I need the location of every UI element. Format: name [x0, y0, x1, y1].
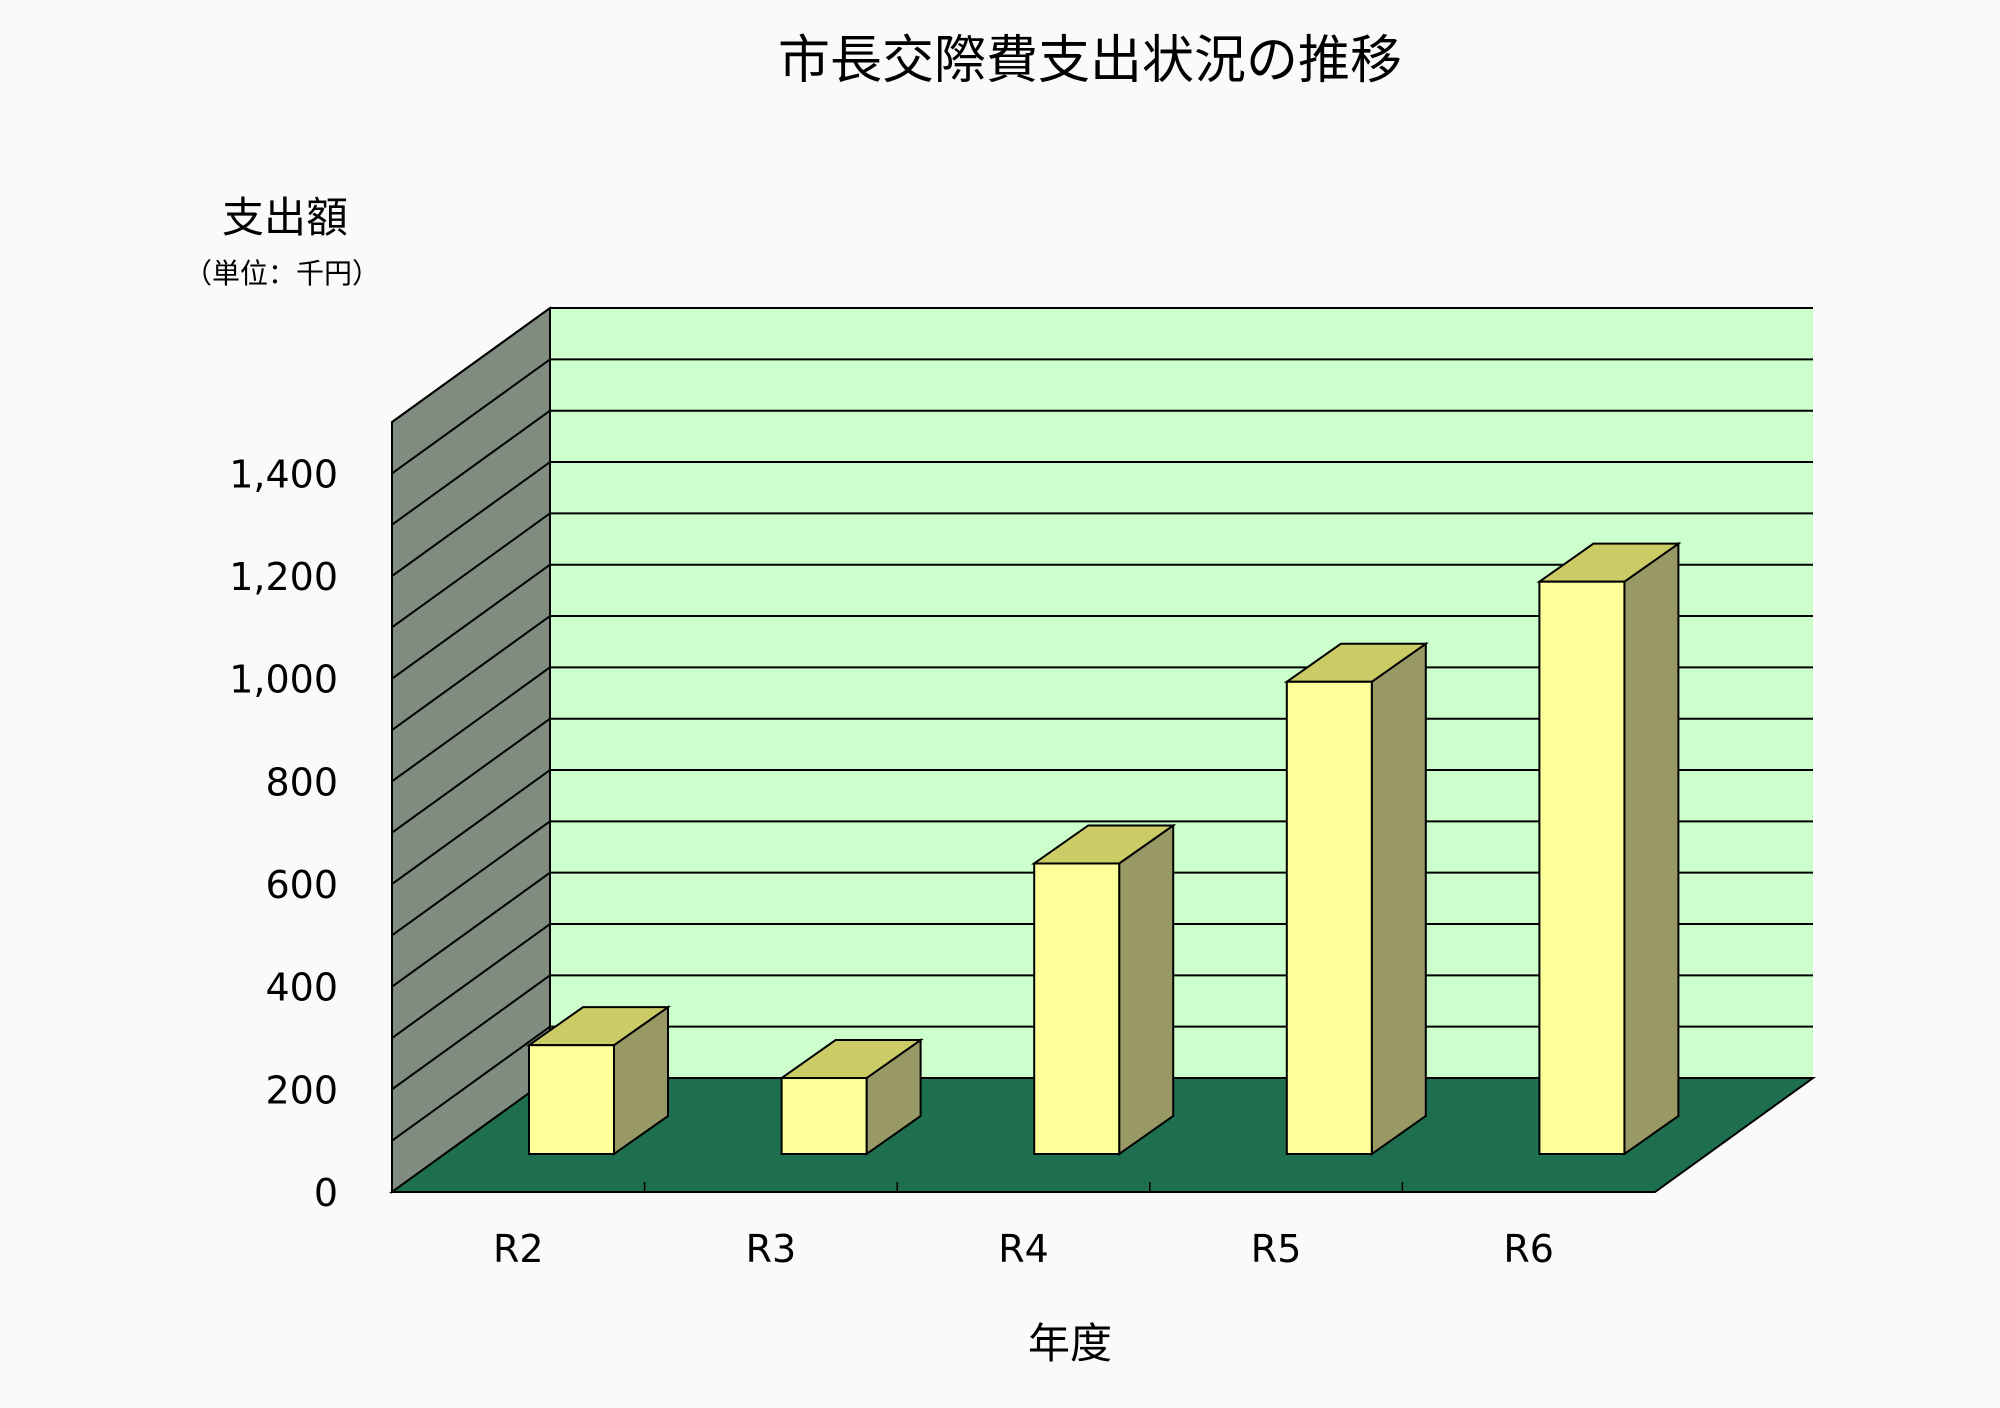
- side-gridline: [391, 358, 551, 475]
- bar-front: [528, 1044, 615, 1156]
- side-gridline: [391, 461, 551, 577]
- y-tick-label: 600: [265, 863, 338, 907]
- side-gridline: [391, 307, 551, 423]
- side-gridline: [391, 666, 551, 783]
- side-gridline: [391, 923, 551, 1039]
- side-gridline: [391, 1025, 551, 1142]
- x-tick-labels: R2 R3 R4 R5 R6: [493, 1227, 1554, 1271]
- chart-title: 市長交際費支出状況の推移: [778, 31, 1402, 91]
- side-gridline: [391, 974, 551, 1091]
- y-tick-label: 400: [265, 966, 338, 1010]
- bar-front: [1033, 862, 1121, 1156]
- side-wall-gridlines: [391, 307, 551, 1193]
- bar-R2: [525, 1005, 672, 1156]
- side-gridline: [391, 820, 551, 937]
- side-gridline: [391, 871, 551, 988]
- y-tick-label: 1,000: [229, 658, 338, 702]
- x-tick-label: R3: [746, 1227, 797, 1271]
- y-axis-unit: （単位：千円）: [184, 257, 380, 290]
- bar-R3: [778, 1038, 924, 1156]
- x-tick-label: R6: [1503, 1227, 1554, 1271]
- bars: [525, 541, 1682, 1156]
- x-tick-label: R4: [998, 1227, 1049, 1271]
- bar-front: [780, 1077, 868, 1156]
- bar-R4: [1031, 823, 1177, 1156]
- y-tick-labels: 0 200 400 600 800 1,000 1,200 1,400: [229, 452, 338, 1215]
- side-gridline: [391, 769, 551, 885]
- bar-side: [1623, 541, 1680, 1156]
- y-tick-label: 800: [265, 760, 338, 804]
- bar-R6: [1536, 541, 1682, 1156]
- side-gridline: [391, 717, 551, 834]
- side-gridline: [391, 409, 551, 526]
- y-tick-label: 1,200: [229, 555, 338, 599]
- bar-front: [1285, 680, 1373, 1155]
- x-axis-label: 年度: [1028, 1319, 1112, 1368]
- x-tick-label: R2: [493, 1227, 544, 1271]
- y-axis-label: 支出額: [222, 193, 348, 242]
- bar-side: [1118, 823, 1175, 1156]
- bar-front: [1538, 580, 1626, 1155]
- side-gridline: [391, 512, 551, 629]
- y-tick-label: 0: [314, 1171, 338, 1215]
- bar-R5: [1283, 641, 1429, 1156]
- floor-ticks: [643, 1182, 1404, 1192]
- bar-side: [1370, 641, 1427, 1156]
- x-tick-label: R5: [1251, 1227, 1302, 1271]
- side-wall: [391, 306, 551, 1194]
- side-gridline: [391, 615, 551, 731]
- y-tick-label: 200: [265, 1068, 338, 1112]
- y-tick-label: 1,400: [229, 452, 338, 496]
- side-gridline: [391, 563, 551, 680]
